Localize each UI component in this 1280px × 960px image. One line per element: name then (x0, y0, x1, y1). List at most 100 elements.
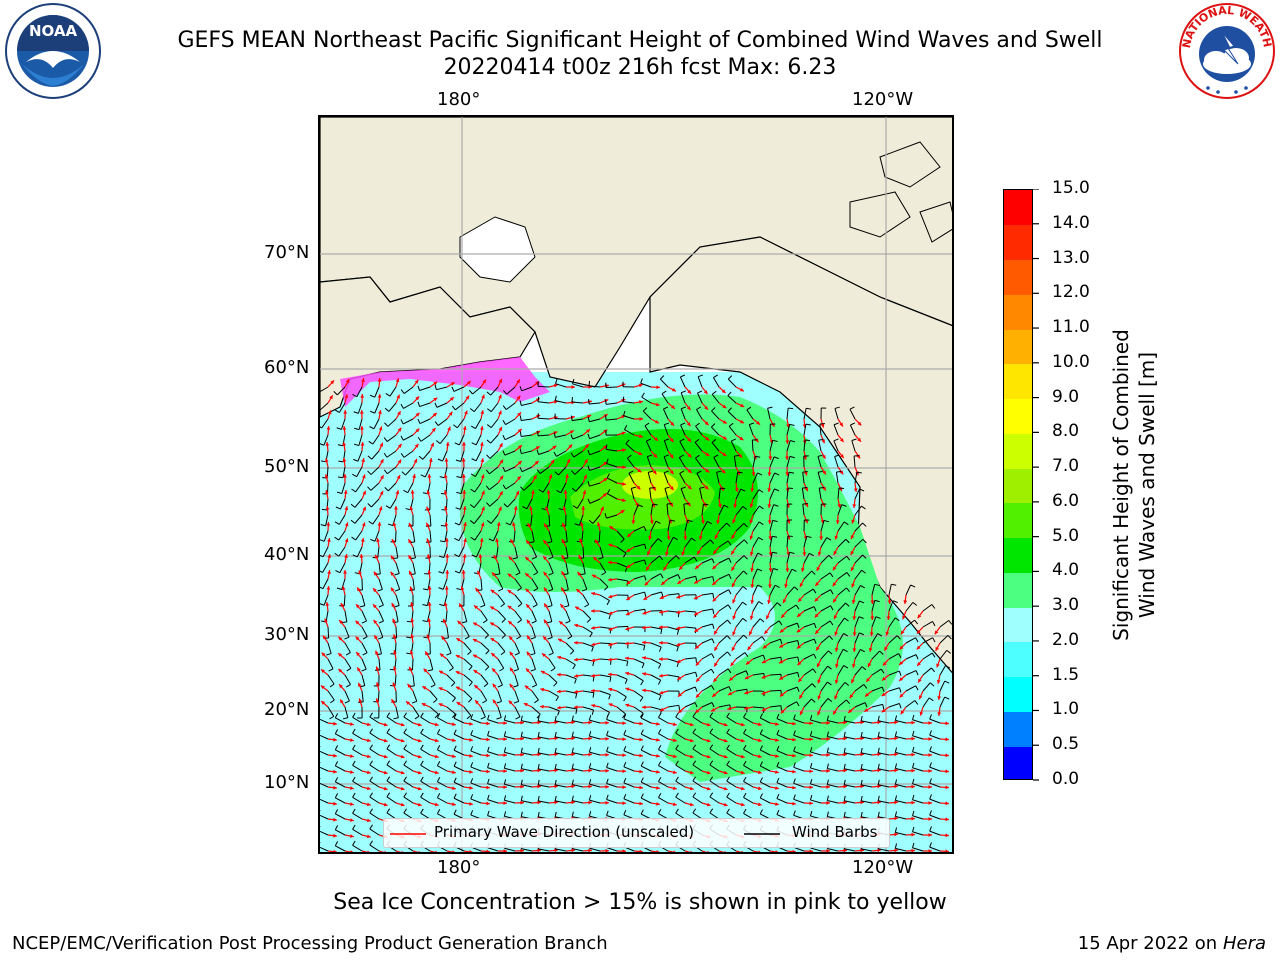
wind-barb-flag (470, 714, 474, 720)
wave-direction-arrowhead (766, 615, 770, 620)
wave-direction-arrow (463, 850, 473, 852)
wind-barb (424, 466, 431, 478)
wind-barb (662, 408, 669, 420)
wind-barb-flag (915, 637, 919, 643)
wind-barb-flag (776, 729, 780, 735)
wind-barb-flag (436, 809, 441, 814)
wind-barb (378, 642, 382, 654)
wind-barb-flag (626, 661, 629, 667)
wave-direction-arrowhead (574, 657, 578, 662)
wind-barb (752, 472, 758, 484)
wind-barb-flag (487, 714, 490, 720)
wave-direction-arrowhead (427, 586, 432, 590)
wave-direction-arrowhead (350, 754, 354, 758)
wave-direction-arrowhead (605, 768, 609, 773)
wave-direction-arrowhead (366, 770, 371, 775)
wind-barb (735, 688, 747, 692)
wind-barb (361, 658, 367, 670)
wave-direction-arrowhead (622, 753, 626, 758)
wind-barb-flag (369, 760, 373, 766)
wind-barb (505, 402, 516, 410)
wind-barb-flag (520, 779, 523, 785)
wind-barb-flag (446, 652, 452, 656)
wind-barb (504, 735, 516, 740)
wind-barb (344, 642, 351, 653)
wind-barb (683, 504, 686, 516)
wind-barb (386, 812, 397, 820)
wind-barb (640, 781, 652, 788)
wind-barb-flag (726, 792, 730, 798)
wave-direction-arrowhead (544, 587, 548, 592)
wind-barb-flag (547, 588, 553, 592)
wind-barb (460, 482, 465, 494)
wind-barb (727, 395, 737, 404)
wind-barb-flag (554, 395, 557, 401)
wind-barb-flag (587, 416, 590, 422)
wave-direction-arrowhead (333, 721, 337, 726)
wind-barb (459, 562, 465, 574)
wind-barb (531, 530, 535, 542)
wind-barb-flag (709, 728, 714, 734)
wave-direction-arrowhead (479, 538, 484, 542)
colorbar-tick-label: 13.0 (1052, 247, 1090, 268)
wind-barb-flag (860, 585, 866, 589)
wave-direction-arrowhead (843, 848, 847, 852)
wave-direction-arrowhead (741, 850, 744, 852)
wind-barb-flag (830, 605, 834, 611)
wind-barb-flag (623, 713, 627, 719)
wind-barb (459, 498, 465, 510)
wind-barb (905, 685, 916, 692)
wind-barb (803, 439, 806, 452)
wind-barb-flag (861, 569, 866, 574)
wind-barb-flag (833, 422, 839, 426)
wind-barb-flag (759, 777, 763, 783)
wave-direction-arrowhead (397, 411, 401, 416)
wind-barb-flag (486, 424, 492, 429)
wind-barb (929, 782, 941, 788)
wave-direction-arrowhead (695, 693, 700, 698)
wind-barb (521, 800, 533, 804)
wind-barb-flag (743, 712, 747, 718)
wind-barb-flag (658, 776, 662, 782)
wave-direction-arrowhead (750, 600, 755, 604)
wind-barb (378, 562, 381, 574)
wind-barb (735, 506, 744, 516)
wave-direction-arrowhead (779, 644, 784, 648)
wave-direction-arrowhead (689, 754, 694, 759)
wind-barb (589, 783, 601, 788)
wind-barb (718, 651, 728, 660)
wave-direction-arrowhead (722, 420, 727, 424)
wind-barb-flag (757, 552, 763, 556)
wind-barb (565, 610, 571, 622)
wind-barb-flag (548, 652, 554, 656)
wind-barb (497, 610, 506, 620)
wind-barb (939, 665, 946, 676)
wind-barb-flag (712, 593, 715, 599)
wind-barb (922, 637, 933, 644)
wave-direction-arrowhead (373, 619, 378, 624)
wind-barb (487, 735, 499, 740)
wind-barb-flag (796, 701, 800, 707)
wave-direction-arrowhead (937, 712, 942, 716)
wind-barb-flag (675, 555, 680, 560)
wave-direction-arrowhead (591, 609, 595, 613)
wind-barb-flag (606, 762, 609, 768)
wave-direction-arrowhead (379, 442, 384, 447)
wind-barb-flag (572, 664, 576, 670)
wind-barb (361, 626, 368, 637)
wave-direction-arrowhead (833, 615, 838, 620)
wind-barb-flag (915, 670, 919, 676)
wind-barb (358, 434, 363, 446)
wind-barb (735, 472, 739, 484)
wind-barb (922, 652, 933, 660)
wind-barb-flag (420, 744, 424, 750)
wave-direction-arrow (752, 850, 760, 852)
wind-barb (514, 578, 522, 589)
wave-direction-arrowhead (602, 493, 607, 497)
wave-direction-arrowhead (320, 669, 325, 674)
wave-direction-arrowhead (659, 673, 663, 678)
wind-barb-flag (468, 681, 473, 687)
wave-height-map (318, 115, 954, 854)
wave-direction-arrowhead (410, 490, 415, 494)
wind-barb (735, 634, 744, 644)
